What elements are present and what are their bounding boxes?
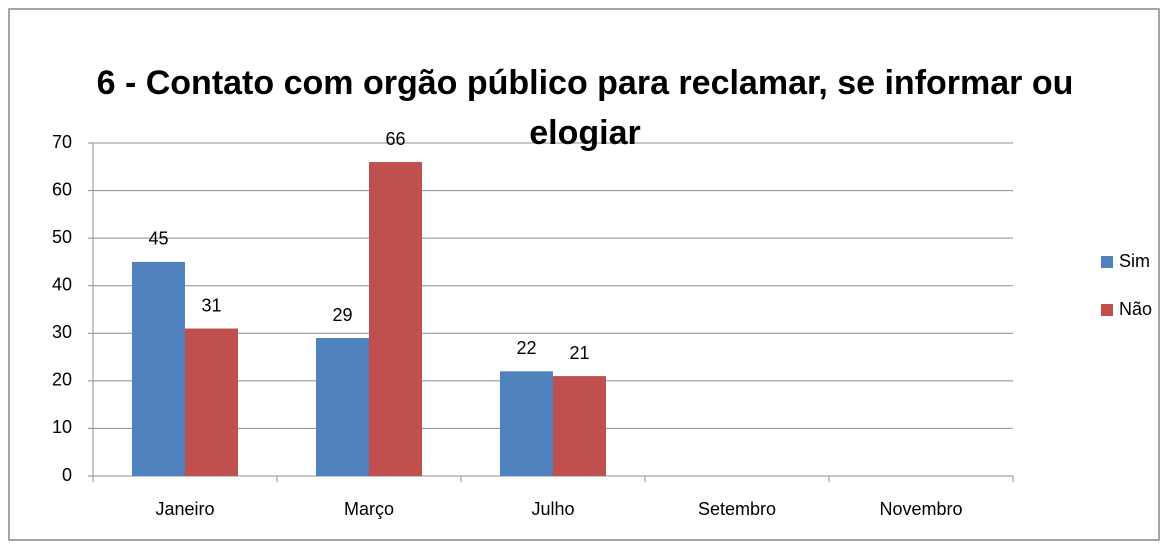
data-label: 31 [201,295,221,315]
bar [185,328,238,476]
data-label: 66 [385,129,405,149]
y-tick-label: 20 [52,370,72,390]
data-label: 21 [569,343,589,363]
x-tick-label: Setembro [698,499,776,519]
x-tick-label: Julho [531,499,574,519]
chart-title: 6 - Contato com orgão público para recla… [96,64,1074,152]
x-tick-label: Março [344,499,394,519]
y-tick-label: 60 [52,179,72,199]
y-tick-label: 50 [52,227,72,247]
bar [132,261,185,476]
bar [369,162,422,476]
legend-swatch [1101,304,1113,316]
chart-border [8,8,1160,541]
data-label: 29 [332,305,352,325]
legend-label: Não [1119,299,1152,319]
x-tick-label: Janeiro [155,499,214,519]
y-tick-label: 40 [52,274,72,294]
y-tick-label: 0 [62,465,72,485]
legend-label: Sim [1119,251,1150,271]
y-tick-label: 70 [52,132,72,152]
data-label: 45 [148,229,168,249]
bar [500,371,553,476]
x-tick-label: Novembro [879,499,962,519]
bar [553,376,606,476]
legend-swatch [1101,256,1113,268]
data-label: 22 [516,338,536,358]
y-tick-label: 10 [52,417,72,437]
bar [316,338,369,476]
y-tick-label: 30 [52,322,72,342]
